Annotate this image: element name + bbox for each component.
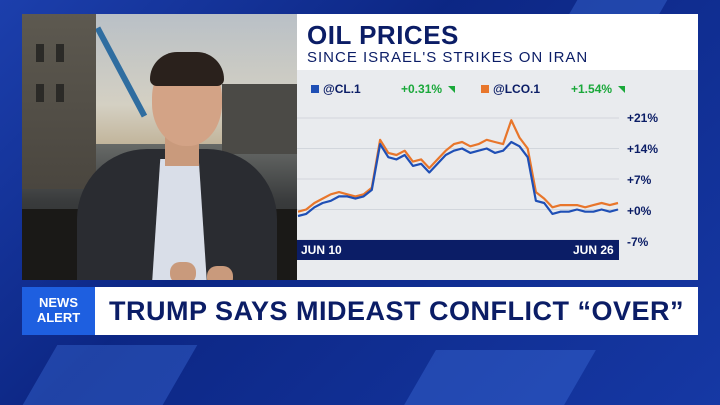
building bbox=[222, 84, 297, 154]
video-feed bbox=[22, 14, 297, 280]
legend-change: +0.31% bbox=[401, 82, 443, 96]
chart-subtitle: SINCE ISRAEL'S STRIKES ON IRAN bbox=[307, 49, 589, 66]
host-hair bbox=[150, 52, 224, 86]
legend-change-lco: +1.54% bbox=[571, 82, 626, 96]
legend-change-cl: +0.31% bbox=[401, 82, 456, 96]
up-triangle-icon bbox=[618, 85, 626, 93]
background-shape bbox=[404, 350, 596, 405]
legend-symbol: @CL.1 bbox=[323, 82, 361, 96]
legend-symbol: @LCO.1 bbox=[493, 82, 541, 96]
legend-swatch bbox=[311, 85, 319, 93]
legend-item-lco: @LCO.1 bbox=[481, 82, 540, 96]
tower-window bbox=[56, 84, 64, 102]
line-chart bbox=[297, 117, 619, 240]
headline-banner: TRUMP SAYS MIDEAST CONFLICT “OVER” bbox=[95, 287, 698, 335]
legend-change: +1.54% bbox=[571, 82, 613, 96]
legend-swatch bbox=[481, 85, 489, 93]
chart-title: OIL PRICES bbox=[307, 20, 459, 50]
y-tick-label: +14% bbox=[627, 142, 659, 156]
legend-item-cl: @CL.1 bbox=[311, 82, 361, 96]
series-line-cl1 bbox=[297, 140, 619, 218]
up-triangle-icon bbox=[448, 85, 456, 93]
tower-window bbox=[36, 44, 44, 62]
y-tick-label: +0% bbox=[627, 204, 652, 218]
y-tick-label: +21% bbox=[627, 111, 659, 125]
series-line-lco1 bbox=[297, 119, 619, 213]
chart-panel: OIL PRICES SINCE ISRAEL'S STRIKES ON IRA… bbox=[297, 14, 698, 280]
chart-legend: @CL.1 +0.31% @LCO.1 +1.54% bbox=[297, 80, 627, 100]
alert-line-2: ALERT bbox=[36, 310, 81, 325]
x-axis-bar: JUN 10 JUN 26 bbox=[297, 240, 619, 260]
alert-line-1: NEWS bbox=[39, 295, 78, 311]
y-tick-label: -7% bbox=[627, 235, 649, 249]
tower-bridge bbox=[22, 14, 96, 189]
x-tick-label: JUN 26 bbox=[573, 243, 614, 257]
host-hand bbox=[170, 262, 196, 280]
host-hand bbox=[207, 266, 233, 280]
x-tick-label: JUN 10 bbox=[301, 243, 342, 257]
y-tick-label: +7% bbox=[627, 173, 652, 187]
host-shirt bbox=[152, 159, 207, 280]
tower-window bbox=[56, 44, 64, 62]
tower-window bbox=[36, 84, 44, 102]
news-alert-badge: NEWS ALERT bbox=[22, 287, 95, 335]
chart-header: OIL PRICES SINCE ISRAEL'S STRIKES ON IRA… bbox=[297, 14, 698, 70]
